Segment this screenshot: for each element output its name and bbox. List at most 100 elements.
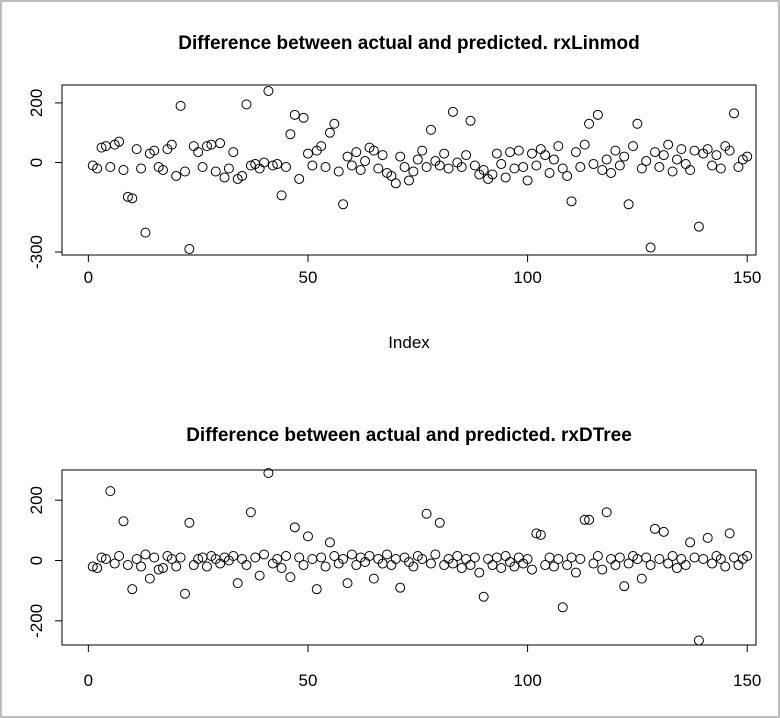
data-point [685,537,696,548]
data-point [127,193,138,204]
data-point [399,162,410,173]
data-point [118,516,129,527]
data-point [346,549,357,560]
data-point [421,162,432,173]
data-point [324,127,335,138]
data-point [276,563,287,574]
data-point [368,573,379,584]
data-point [685,165,696,175]
y-tick-label: 0 [27,556,46,565]
data-point [294,173,305,184]
data-point [421,508,432,519]
data-point [166,139,177,150]
data-point [329,118,340,129]
data-point [711,150,722,161]
data-point [540,150,551,161]
data-point [259,549,270,560]
data-point [351,560,362,571]
data-point [663,558,674,569]
y-tick-label: 0 [27,158,46,167]
x-tick-label: 50 [299,268,318,287]
data-point [693,635,704,646]
data-point [562,560,573,571]
data-point [566,196,577,207]
data-point [447,558,458,569]
data-point [742,151,753,162]
data-point [658,526,669,537]
data-point [193,554,204,565]
data-point [487,560,498,571]
data-point [570,567,581,578]
data-point [285,129,296,140]
plot2-title: Difference between actual and predicted.… [186,425,632,446]
data-point [223,163,234,174]
data-point [658,150,669,161]
data-point [628,141,639,152]
data-point [522,554,533,565]
data-point [263,468,274,479]
data-point [188,141,199,152]
plot1: 0 50 100 150 200 0 -300 [27,84,761,287]
data-point [606,167,617,178]
data-point [509,561,520,572]
data-point [671,154,682,165]
data-point [289,522,300,533]
data-point [368,145,379,156]
data-point [619,151,630,162]
data-point [654,554,665,565]
data-point [153,564,164,575]
data-point [680,560,691,571]
data-point [390,178,401,189]
data-point [254,570,265,581]
data-point [425,124,436,135]
data-point [439,148,450,159]
data-point [351,147,362,158]
data-point [557,163,568,174]
data-point [184,517,195,528]
data-point [171,170,182,181]
data-point [263,85,274,96]
data-point [114,136,125,147]
data-point [175,552,186,563]
data-point [302,148,313,159]
data-point [439,560,450,571]
data-point [579,139,590,150]
data-point [733,162,744,173]
data-point [285,572,296,583]
data-point [302,531,313,542]
data-point [491,552,502,563]
x-tick-label: 0 [84,268,93,287]
data-point [496,159,507,170]
plot1-points [87,85,753,255]
data-point [329,550,340,561]
data-point [237,170,248,181]
data-point [179,166,190,177]
data-point [584,514,595,525]
data-point [570,147,581,158]
data-point [267,160,278,171]
data-point [298,560,309,571]
data-point [562,170,573,181]
data-point [342,578,353,589]
data-point [342,151,353,162]
data-point [100,554,111,565]
data-point [483,554,494,565]
y-tick-label: -300 [27,235,46,269]
data-point [179,588,190,599]
data-point [144,573,155,584]
data-point [149,552,160,563]
data-point [417,554,428,565]
data-point [114,550,125,561]
plot2: 0 50 100 150 200 0 -200 [27,468,761,690]
data-point [535,144,546,155]
data-point [122,560,133,571]
data-point [707,160,718,171]
data-point [92,163,103,174]
data-point [333,166,344,177]
data-point [566,552,577,563]
data-point [259,157,270,168]
data-point [698,554,709,565]
data-point [667,550,678,561]
data-point [465,115,476,126]
